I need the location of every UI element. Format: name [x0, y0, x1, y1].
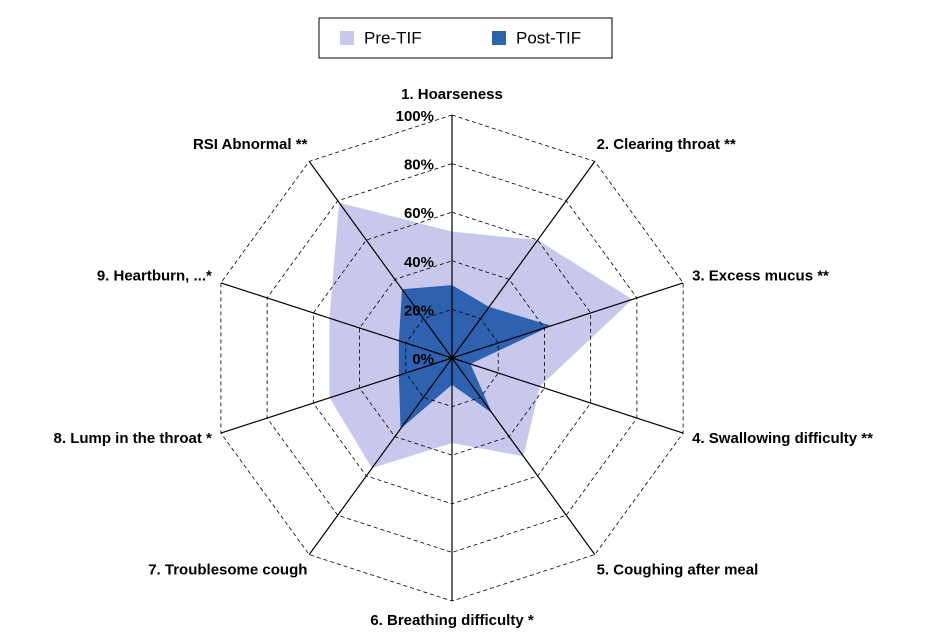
category-label: 8. Lump in the throat *	[54, 430, 212, 447]
category-label: 7. Troublesome cough	[148, 562, 307, 579]
axis-line	[308, 161, 453, 359]
tick-label: 60%	[404, 205, 434, 222]
axis-line	[451, 357, 596, 555]
category-label: 9. Heartburn, ...*	[97, 268, 212, 285]
axis-line	[451, 282, 684, 359]
legend-swatch	[492, 31, 506, 45]
legend-label: Pre-TIF	[364, 28, 422, 47]
legend-box	[318, 17, 613, 59]
category-label: 3. Excess mucus **	[692, 268, 829, 285]
category-label: 1. Hoarseness	[401, 86, 503, 103]
tick-label: 0%	[412, 351, 434, 368]
legend-label: Post-TIF	[516, 28, 581, 47]
grid-ring	[266, 163, 638, 553]
axis-line	[451, 161, 596, 359]
category-label: 2. Clearing throat **	[597, 136, 736, 153]
axis-line	[451, 357, 684, 434]
category-label: 4. Swallowing difficulty **	[692, 430, 873, 447]
tick-label: 20%	[404, 302, 434, 319]
tick-label: 40%	[404, 254, 434, 271]
category-label: RSI Abnormal **	[193, 136, 308, 153]
axis-line	[220, 357, 453, 434]
tick-label: 100%	[396, 108, 434, 125]
axis-line	[220, 282, 453, 359]
axis-line	[308, 357, 453, 555]
category-label: 5. Coughing after meal	[597, 562, 759, 579]
tick-label: 80%	[404, 157, 434, 174]
grid-ring	[359, 260, 545, 456]
legend-swatch	[340, 31, 354, 45]
series-area	[398, 285, 552, 429]
category-label: 6. Breathing difficulty *	[370, 612, 534, 629]
